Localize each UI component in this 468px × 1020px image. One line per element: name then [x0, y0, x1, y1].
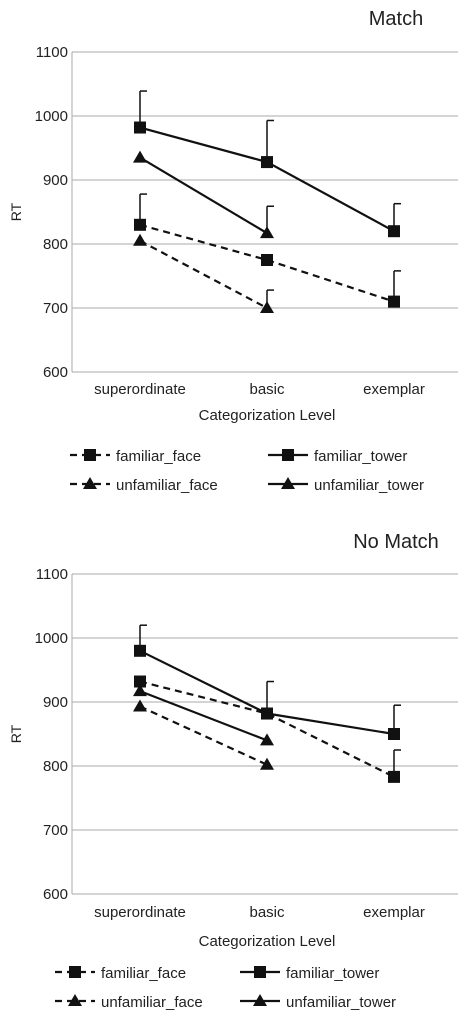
legend-entry-familiar-tower: familiar_tower	[240, 965, 379, 982]
legend-marker	[254, 966, 266, 978]
x-tick-label: basic	[249, 904, 285, 921]
data-point	[261, 156, 273, 169]
series-line	[139, 690, 268, 742]
y-axis-label: RT	[8, 202, 24, 221]
y-axis-label: RT	[8, 724, 24, 743]
data-point	[388, 728, 400, 740]
data-point	[134, 121, 146, 134]
legend-entry-familiar-face: familiar_face	[55, 965, 186, 982]
y-tick-label: 600	[43, 364, 68, 381]
data-point	[134, 218, 146, 231]
data-point	[388, 770, 400, 783]
legend-label: familiar_tower	[286, 965, 379, 982]
data-point	[260, 301, 274, 313]
data-point	[133, 150, 147, 163]
data-point	[134, 675, 146, 688]
x-tick-label: exemplar	[363, 381, 425, 398]
data-point	[133, 684, 147, 697]
chart-title: Match	[369, 8, 423, 30]
legend-label: familiar_tower	[314, 448, 407, 465]
legend-label: unfamiliar_tower	[286, 994, 396, 1011]
series-line	[139, 156, 268, 235]
series-line	[139, 223, 395, 303]
data-point	[261, 707, 273, 720]
data-point	[133, 699, 147, 712]
chart-panel-no-match: No Match 600 700 800 900 1000 1100 RT superordin…	[8, 531, 458, 1011]
y-tick-label: 700	[43, 822, 68, 839]
legend-entry-unfamiliar-face: unfamiliar_face	[70, 477, 218, 494]
legend-marker	[253, 994, 267, 1006]
legend-marker	[281, 477, 295, 489]
legend-entry-unfamiliar-tower: unfamiliar_tower	[268, 477, 424, 494]
legend-marker	[282, 449, 294, 461]
legend-label: unfamiliar_face	[101, 994, 203, 1011]
data-point	[388, 225, 400, 238]
x-axis-label: Categorization Level	[199, 933, 336, 950]
series-familiar-tower	[134, 624, 401, 740]
y-tick-label: 700	[43, 300, 68, 317]
y-tick-label: 900	[43, 172, 68, 189]
series-unfamiliar-tower	[133, 150, 274, 239]
legend-entry-familiar-tower: familiar_tower	[268, 448, 407, 465]
legend-marker	[84, 449, 96, 461]
chart-panel-match: Match 600 700 800 900 1000 1100 RT superordinate…	[8, 8, 458, 494]
legend-marker	[68, 994, 82, 1006]
y-tick-label: 1000	[35, 630, 68, 647]
data-point	[388, 295, 400, 308]
data-point	[134, 644, 146, 657]
legend-entry-unfamiliar-face: unfamiliar_face	[55, 994, 203, 1011]
series-unfamiliar-tower	[133, 684, 274, 746]
x-axis-label: Categorization Level	[199, 407, 336, 424]
y-tick-label: 1100	[36, 566, 68, 583]
data-point	[260, 757, 274, 770]
x-tick-label: basic	[249, 381, 285, 398]
chart-title: No Match	[353, 531, 439, 553]
series-unfamiliar-face	[133, 699, 274, 770]
series-line	[139, 239, 268, 309]
legend-marker	[83, 477, 97, 489]
y-tick-label: 600	[43, 886, 68, 903]
legend-label: familiar_face	[101, 965, 186, 982]
x-tick-label: superordinate	[94, 904, 186, 921]
x-tick-label: exemplar	[363, 904, 425, 921]
data-point	[261, 254, 273, 266]
x-tick-label: superordinate	[94, 381, 186, 398]
series-familiar-face	[134, 193, 401, 308]
data-point	[260, 733, 274, 746]
series-familiar-tower	[134, 90, 401, 238]
data-point	[260, 226, 274, 239]
series-unfamiliar-face	[133, 233, 274, 313]
y-tick-label: 1100	[36, 44, 68, 61]
y-tick-label: 800	[43, 758, 68, 775]
y-tick-label: 900	[43, 694, 68, 711]
legend-label: unfamiliar_face	[116, 477, 218, 494]
y-tick-label: 1000	[35, 108, 68, 125]
legend-entry-familiar-face: familiar_face	[70, 448, 201, 465]
data-point	[133, 233, 147, 246]
legend-entry-unfamiliar-tower: unfamiliar_tower	[240, 994, 396, 1011]
y-tick-label: 800	[43, 236, 68, 253]
legend-label: unfamiliar_tower	[314, 477, 424, 494]
legend-label: familiar_face	[116, 448, 201, 465]
legend-marker	[69, 966, 81, 978]
